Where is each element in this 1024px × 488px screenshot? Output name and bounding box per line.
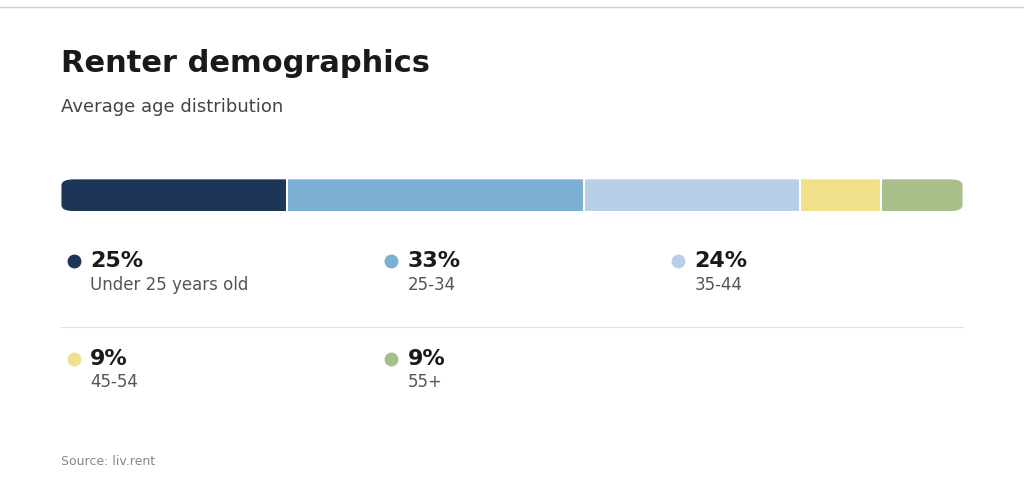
Text: 25-34: 25-34 [408,276,456,294]
Text: 24%: 24% [694,251,748,271]
Text: Renter demographics: Renter demographics [61,49,430,78]
FancyBboxPatch shape [61,179,287,211]
Text: Under 25 years old: Under 25 years old [90,276,249,294]
Text: 33%: 33% [408,251,461,271]
Text: Average age distribution: Average age distribution [61,98,284,116]
Text: 9%: 9% [90,349,128,368]
FancyBboxPatch shape [584,179,801,211]
FancyBboxPatch shape [882,179,963,211]
FancyBboxPatch shape [801,179,882,211]
FancyBboxPatch shape [287,179,584,211]
Text: 55+: 55+ [408,373,442,391]
Text: 35-44: 35-44 [694,276,742,294]
Text: 45-54: 45-54 [90,373,138,391]
Text: 25%: 25% [90,251,143,271]
Text: Source: liv.rent: Source: liv.rent [61,455,156,468]
Text: 9%: 9% [408,349,445,368]
